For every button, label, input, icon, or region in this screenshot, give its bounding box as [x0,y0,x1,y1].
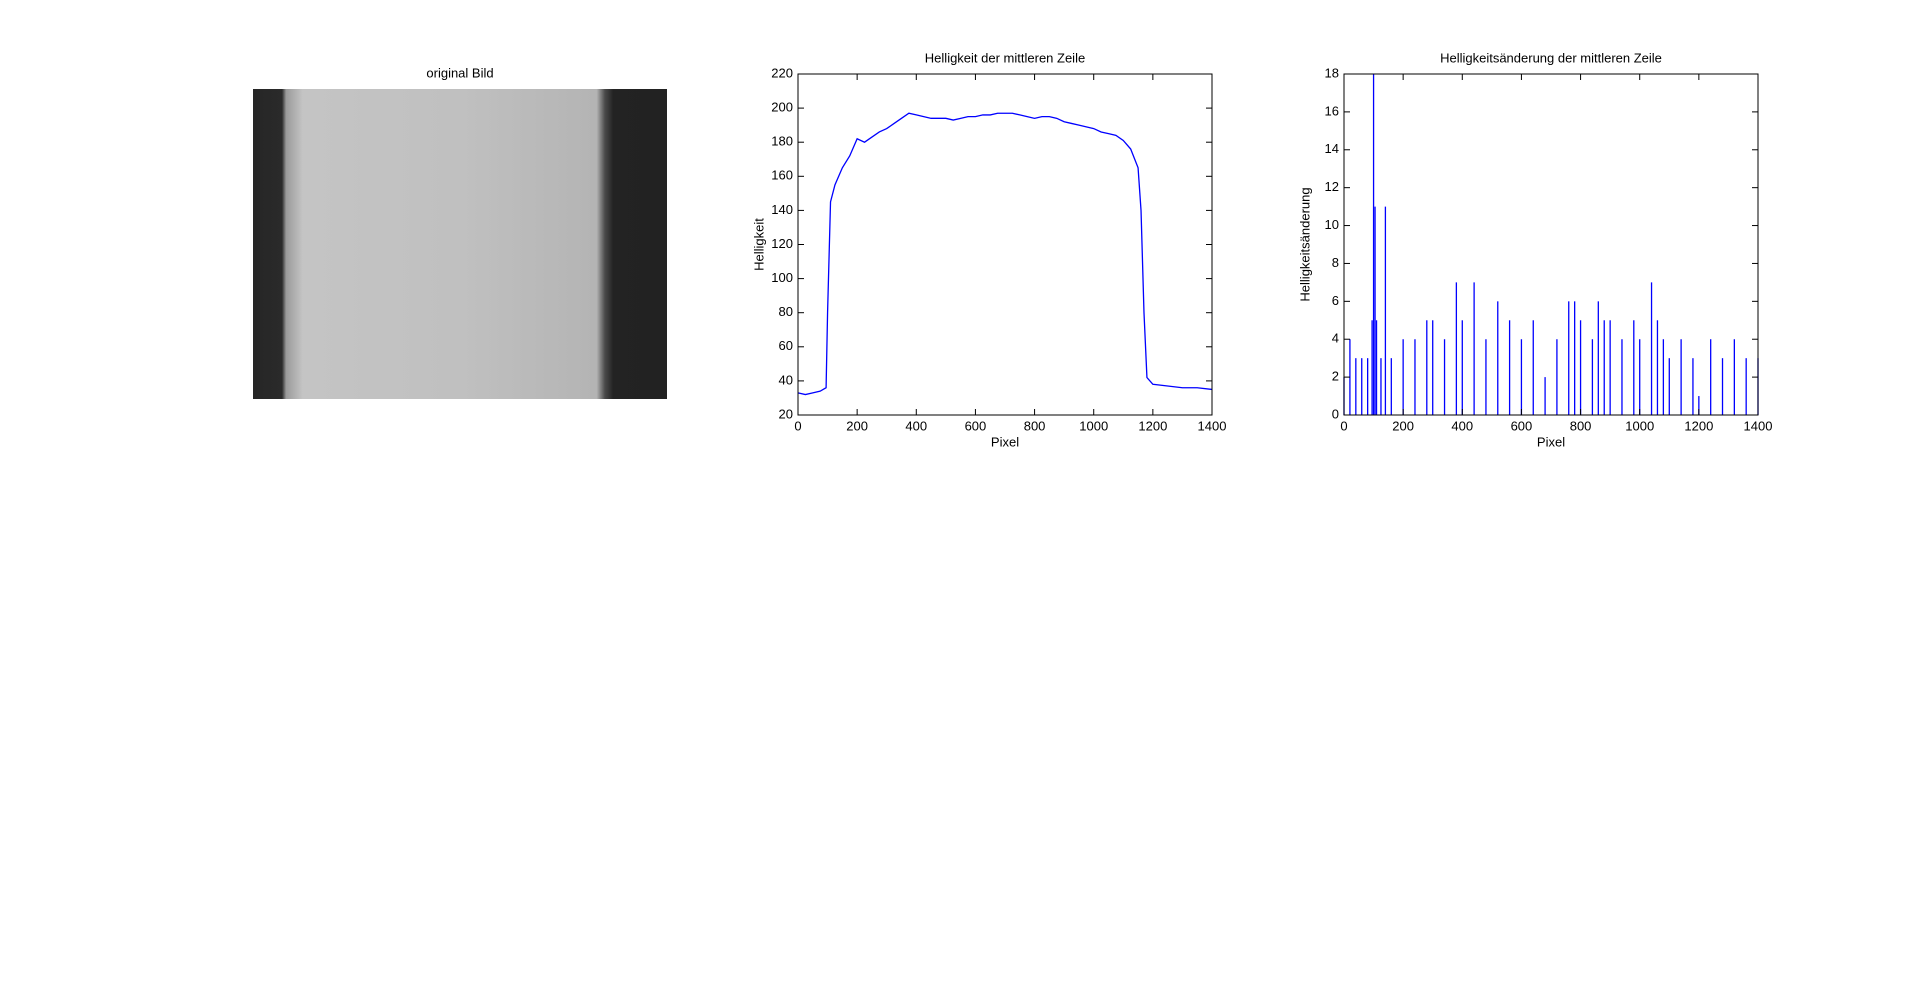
y-tick-label: 0 [1332,406,1339,421]
chart-title: Helligkeit der mittleren Zeile [925,50,1085,65]
y-tick-label: 180 [771,134,793,149]
y-tick-label: 16 [1325,103,1339,118]
y-tick-label: 120 [771,236,793,251]
chart-title: Helligkeitsänderung der mittleren Zeile [1440,50,1662,65]
x-tick-label: 200 [846,418,868,433]
x-tick-label: 0 [1340,418,1347,433]
x-tick-label: 1400 [1744,418,1773,433]
data-line [797,112,1213,396]
x-tick-label: 0 [794,418,801,433]
x-tick-label: 600 [1511,418,1533,433]
x-tick-label: 800 [1024,418,1046,433]
x-tick-label: 1400 [1198,418,1227,433]
chart-title: original Bild [426,65,493,80]
original-image [253,89,667,399]
x-tick-label: 200 [1392,418,1414,433]
y-tick-label: 2 [1332,369,1339,384]
y-tick-label: 10 [1325,217,1339,232]
x-axis-label: Pixel [991,434,1019,449]
x-tick-label: 1200 [1684,418,1713,433]
y-tick-label: 140 [771,202,793,217]
axes-box [1343,73,1759,416]
y-tick-label: 6 [1332,293,1339,308]
x-tick-label: 600 [965,418,987,433]
plot-area [1344,74,1758,415]
y-axis-label: Helligkeitsänderung [1297,187,1312,301]
y-axis-label: Helligkeit [751,218,766,271]
y-tick-label: 60 [779,338,793,353]
y-tick-label: 200 [771,100,793,115]
y-tick-label: 14 [1325,141,1339,156]
x-axis-label: Pixel [1537,434,1565,449]
plot-area [798,74,1212,415]
y-tick-label: 8 [1332,255,1339,270]
y-tick-label: 18 [1325,65,1339,80]
x-tick-label: 1000 [1079,418,1108,433]
y-tick-label: 20 [779,406,793,421]
y-tick-label: 100 [771,270,793,285]
x-tick-label: 400 [1451,418,1473,433]
x-tick-label: 400 [905,418,927,433]
x-tick-label: 800 [1570,418,1592,433]
y-tick-label: 12 [1325,179,1339,194]
y-tick-label: 160 [771,168,793,183]
x-tick-label: 1000 [1625,418,1654,433]
y-tick-label: 220 [771,65,793,80]
y-tick-label: 40 [779,372,793,387]
y-tick-label: 80 [779,304,793,319]
x-tick-label: 1200 [1138,418,1167,433]
y-tick-label: 4 [1332,331,1339,346]
